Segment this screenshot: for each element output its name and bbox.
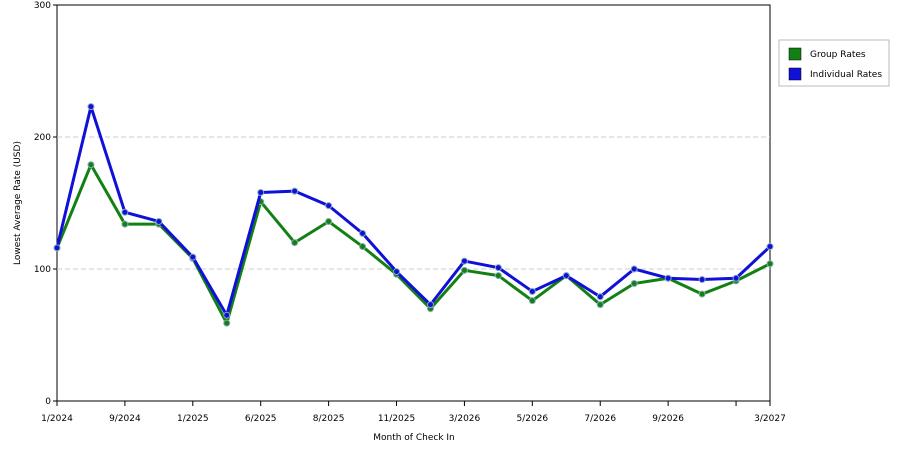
x-tick-label: 6/2025 xyxy=(245,414,277,424)
data-point xyxy=(630,280,638,288)
x-tick-label: 7/2026 xyxy=(584,414,616,424)
data-point xyxy=(426,301,434,309)
data-point xyxy=(596,293,604,301)
data-point xyxy=(155,217,163,225)
x-tick-label: 9/2026 xyxy=(652,414,684,424)
data-point xyxy=(291,239,299,247)
data-point xyxy=(223,311,231,319)
data-point xyxy=(257,188,265,196)
data-point xyxy=(698,290,706,298)
x-tick-label: 1/2024 xyxy=(41,414,73,424)
series-line xyxy=(55,105,772,317)
data-point xyxy=(562,272,570,280)
legend-label: Individual Rates xyxy=(810,70,882,80)
x-tick-label: 5/2026 xyxy=(516,414,548,424)
data-point xyxy=(460,257,468,265)
data-point xyxy=(494,272,502,280)
data-point xyxy=(630,265,638,273)
data-point xyxy=(494,264,502,272)
legend-swatch xyxy=(788,47,802,61)
y-tick-label: 0 xyxy=(45,397,51,407)
x-tick-label: 11/2025 xyxy=(378,414,415,424)
y-axis-title: Lowest Average Rate (USD) xyxy=(13,141,23,265)
data-point xyxy=(325,217,333,225)
data-point xyxy=(189,253,197,261)
data-point xyxy=(528,287,536,295)
series-line xyxy=(55,163,771,325)
data-point xyxy=(53,244,61,252)
data-point xyxy=(766,243,774,251)
data-point xyxy=(87,103,95,111)
data-point xyxy=(359,229,367,237)
y-tick-label: 100 xyxy=(34,265,51,275)
x-tick-label: 3/2027 xyxy=(754,414,786,424)
data-point xyxy=(664,274,672,282)
x-tick-label: 8/2025 xyxy=(313,414,345,424)
data-point xyxy=(393,268,401,276)
data-point xyxy=(528,297,536,305)
y-tick-label: 300 xyxy=(34,1,51,11)
data-point xyxy=(121,208,129,216)
data-point xyxy=(223,319,231,327)
data-point xyxy=(359,243,367,251)
data-point xyxy=(87,161,95,169)
x-tick-label: 1/2025 xyxy=(177,414,209,424)
x-tick-label: 9/2024 xyxy=(109,414,141,424)
data-point xyxy=(291,187,299,195)
data-point xyxy=(596,301,604,309)
legend-swatch xyxy=(788,67,802,81)
data-point xyxy=(766,260,774,268)
x-axis-title: Month of Check In xyxy=(373,433,455,443)
x-tick-label: 3/2026 xyxy=(449,414,481,424)
data-point xyxy=(698,276,706,284)
legend-label: Group Rates xyxy=(810,50,866,60)
y-tick-label: 200 xyxy=(34,133,51,143)
data-point xyxy=(732,274,740,282)
plot-area xyxy=(56,4,771,402)
data-point xyxy=(325,202,333,210)
data-point xyxy=(460,266,468,274)
data-point xyxy=(121,220,129,228)
